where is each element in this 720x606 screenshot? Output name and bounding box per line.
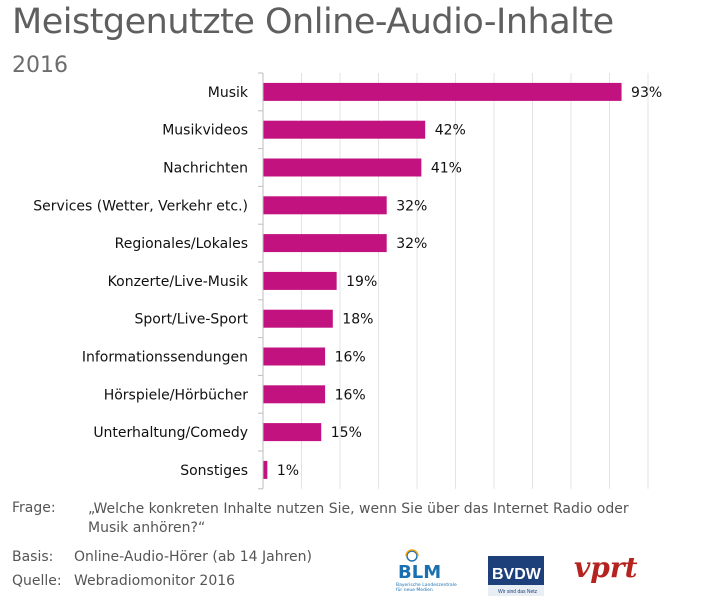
category-label: Unterhaltung/Comedy (93, 425, 248, 441)
category-label: Musikvideos (162, 123, 248, 139)
bar-chart: Musik 93% Musikvideos 42% Nachrichten 41% Serv… (33, 72, 662, 490)
quelle-text: Webradiomonitor 2016 (74, 573, 236, 589)
vprt-logo-text: vprt (574, 551, 638, 584)
value-label: 93% (631, 85, 662, 101)
bvdw-logo-subtext: Wir sind das Netz (498, 589, 538, 595)
category-label: Regionales/Lokales (115, 236, 248, 252)
bar (263, 196, 387, 215)
footer-quelle: Quelle: Webradiomonitor 2016 (12, 573, 235, 589)
bar (263, 234, 387, 253)
blm-logo-text: BLM (398, 562, 441, 583)
category-label: Konzerte/Live-Musik (108, 274, 249, 290)
frage-text: „Welche konkreten Inhalte nutzen Sie, we… (88, 501, 629, 536)
bar (263, 271, 337, 290)
value-label: 16% (335, 350, 366, 366)
bar (263, 385, 326, 404)
value-label: 42% (435, 123, 466, 139)
category-label: Sport/Live-Sport (134, 312, 248, 328)
category-label: Nachrichten (163, 161, 248, 177)
category-label: Informationssendungen (82, 350, 248, 366)
category-label: Hörspiele/Hörbücher (104, 387, 249, 403)
svg-text:für neue Medien: für neue Medien (396, 587, 433, 593)
basis-key: Basis: (12, 549, 54, 565)
bar (263, 82, 622, 101)
svg-text:Bayerische Landeszentrale: Bayerische Landeszentrale (396, 582, 457, 588)
footer-basis: Basis: Online-Audio-Hörer (ab 14 Jahren) (12, 549, 312, 565)
vprt-logo: vprt (574, 551, 638, 584)
bar (263, 120, 426, 139)
bar (263, 309, 333, 328)
bvdw-logo: BVDW Wir sind das Netz (488, 556, 544, 596)
value-label: 19% (346, 274, 377, 290)
value-label: 15% (331, 425, 362, 441)
bar (263, 347, 326, 366)
bvdw-logo-text: BVDW (492, 566, 542, 583)
category-label: Musik (208, 85, 249, 101)
quelle-key: Quelle: (12, 573, 62, 589)
chart-subtitle: 2016 (12, 53, 68, 78)
blm-logo: BLM Bayerische Landeszentrale für neue M… (396, 549, 457, 593)
bar (263, 158, 422, 177)
bar (263, 423, 322, 442)
value-label: 41% (431, 161, 462, 177)
value-label: 32% (396, 236, 427, 252)
value-label: 16% (335, 387, 366, 403)
frage-key: Frage: (12, 500, 56, 516)
category-label: Services (Wetter, Verkehr etc.) (33, 198, 248, 214)
value-label: 32% (396, 198, 427, 214)
bar (263, 460, 268, 479)
chart-title: Meistgenutzte Online-Audio-Inhalte (12, 2, 614, 42)
value-label: 18% (342, 312, 373, 328)
footer-frage: Frage: „Welche konkreten Inhalte nutzen … (12, 500, 652, 540)
value-label: 1% (277, 463, 299, 479)
category-label: Sonstiges (180, 463, 248, 479)
basis-text: Online-Audio-Hörer (ab 14 Jahren) (74, 549, 312, 565)
